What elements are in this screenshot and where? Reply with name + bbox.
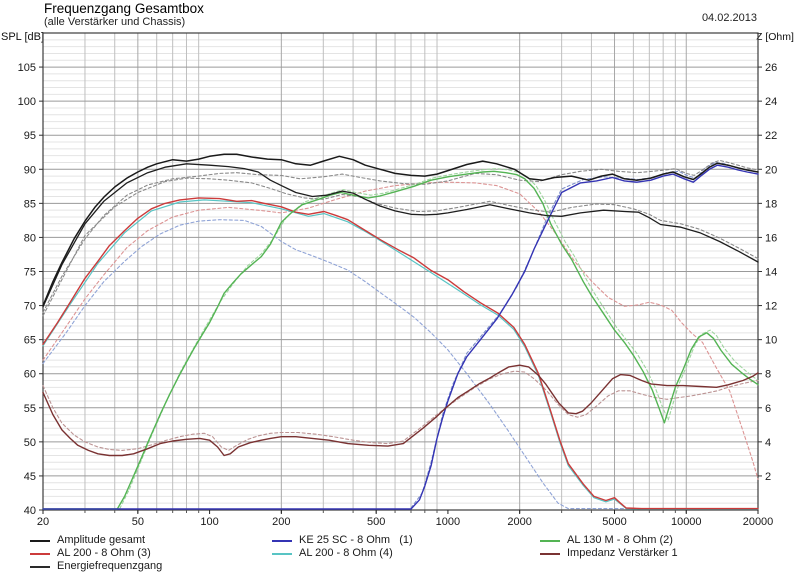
right-tick-label: 14 — [765, 267, 777, 279]
left-tick-label: 105 — [18, 62, 36, 74]
legend-column-2: KE 25 SC - 8 Ohm (1) AL 200 - 8 Ohm (4) — [272, 534, 413, 560]
legend-item: AL 130 M - 8 Ohm (2) — [540, 534, 678, 547]
legend-label: Amplitude gesamt — [57, 534, 146, 546]
right-tick-label: 6 — [765, 403, 771, 415]
series-al200-4-vergleich — [42, 219, 634, 510]
left-tick-label: 85 — [24, 198, 36, 210]
right-tick-label: 24 — [765, 96, 777, 108]
series-amplitude-vergleich — [42, 159, 759, 313]
legend-label: AL 130 M - 8 Ohm (2) — [567, 534, 673, 546]
left-tick-label: 65 — [24, 335, 36, 347]
left-tick-label: 75 — [24, 267, 36, 279]
right-tick-label: 22 — [765, 130, 777, 142]
legend-item: AL 200 - 8 Ohm (4) — [272, 547, 413, 560]
legend-swatch — [540, 539, 560, 542]
legend-swatch — [30, 565, 50, 568]
right-tick-label: 2 — [765, 471, 771, 483]
series-al130 — [42, 170, 759, 510]
right-tick-label: 20 — [765, 164, 777, 176]
legend-swatch — [540, 552, 560, 555]
series-al200-3-vergleich — [42, 181, 759, 480]
x-tick-label: 50 — [132, 516, 144, 528]
page-title: Frequenzgang Gesamtbox — [44, 1, 204, 16]
x-tick-label: 2000 — [507, 516, 531, 528]
series-energie-vergleich — [42, 177, 759, 317]
legend-item: AL 200 - 8 Ohm (3) — [30, 547, 162, 560]
x-tick-label: 20 — [37, 516, 49, 528]
series-ke25-vergleich — [410, 161, 759, 509]
left-tick-label: 95 — [24, 130, 36, 142]
legend-item: KE 25 SC - 8 Ohm (1) — [272, 534, 413, 547]
legend-label: Energiefrequenzgang — [57, 560, 163, 572]
legend-swatch — [30, 552, 50, 555]
chart-canvas: 4045505560657075808590951001052468101214… — [18, 32, 777, 528]
x-tick-label: 5000 — [602, 516, 626, 528]
x-tick-label: 1000 — [436, 516, 460, 528]
legend-column-1: Amplitude gesamt AL 200 - 8 Ohm (3) Ener… — [30, 534, 162, 573]
series-al200-3 — [42, 197, 759, 510]
legend-swatch — [30, 539, 50, 542]
left-tick-label: 55 — [24, 403, 36, 415]
series-amplitude — [42, 153, 759, 307]
legend-label: Impedanz Verstärker 1 — [567, 547, 678, 559]
right-tick-label: 16 — [765, 232, 777, 244]
right-tick-label: 26 — [765, 62, 777, 74]
legend-swatch — [272, 539, 292, 542]
legend-label: KE 25 SC - 8 Ohm (1) — [299, 534, 413, 546]
x-tick-label: 200 — [272, 516, 290, 528]
left-tick-label: 60 — [24, 369, 36, 381]
series-al200-4 — [42, 199, 759, 510]
left-tick-label: 40 — [24, 505, 36, 517]
x-tick-label: 100 — [200, 516, 218, 528]
legend-swatch — [272, 552, 292, 555]
legend-item: Amplitude gesamt — [30, 534, 162, 547]
x-tick-label: 20000 — [743, 516, 774, 528]
page-subtitle: (alle Verstärker und Chassis) — [44, 16, 186, 28]
left-axis-label: SPL [dB] — [1, 31, 45, 43]
right-axis-label: Z [Ohm] — [756, 31, 794, 43]
left-tick-label: 70 — [24, 301, 36, 313]
series-impedanz — [42, 364, 759, 457]
right-tick-label: 10 — [765, 335, 777, 347]
left-tick-label: 50 — [24, 437, 36, 449]
left-tick-label: 90 — [24, 164, 36, 176]
right-tick-label: 12 — [765, 301, 777, 313]
legend-label: AL 200 - 8 Ohm (4) — [299, 547, 393, 559]
x-tick-label: 500 — [367, 516, 385, 528]
left-tick-label: 100 — [18, 96, 36, 108]
right-tick-label: 18 — [765, 198, 777, 210]
legend-column-3: AL 130 M - 8 Ohm (2) Impedanz Verstärker… — [540, 534, 678, 560]
chart-legend: Amplitude gesamt AL 200 - 8 Ohm (3) Ener… — [0, 534, 800, 575]
legend-label: AL 200 - 8 Ohm (3) — [57, 547, 151, 559]
right-tick-label: 4 — [765, 437, 771, 449]
series-energie — [42, 163, 759, 308]
series-impedanz-vergleich — [42, 370, 759, 451]
legend-item: Impedanz Verstärker 1 — [540, 547, 678, 560]
x-tick-label: 10000 — [671, 516, 702, 528]
date-label: 04.02.2013 — [701, 12, 757, 24]
left-tick-label: 80 — [24, 232, 36, 244]
right-tick-label: 8 — [765, 369, 771, 381]
legend-item: Energiefrequenzgang — [30, 560, 162, 573]
left-tick-label: 45 — [24, 471, 36, 483]
series-ke25 — [42, 164, 759, 510]
